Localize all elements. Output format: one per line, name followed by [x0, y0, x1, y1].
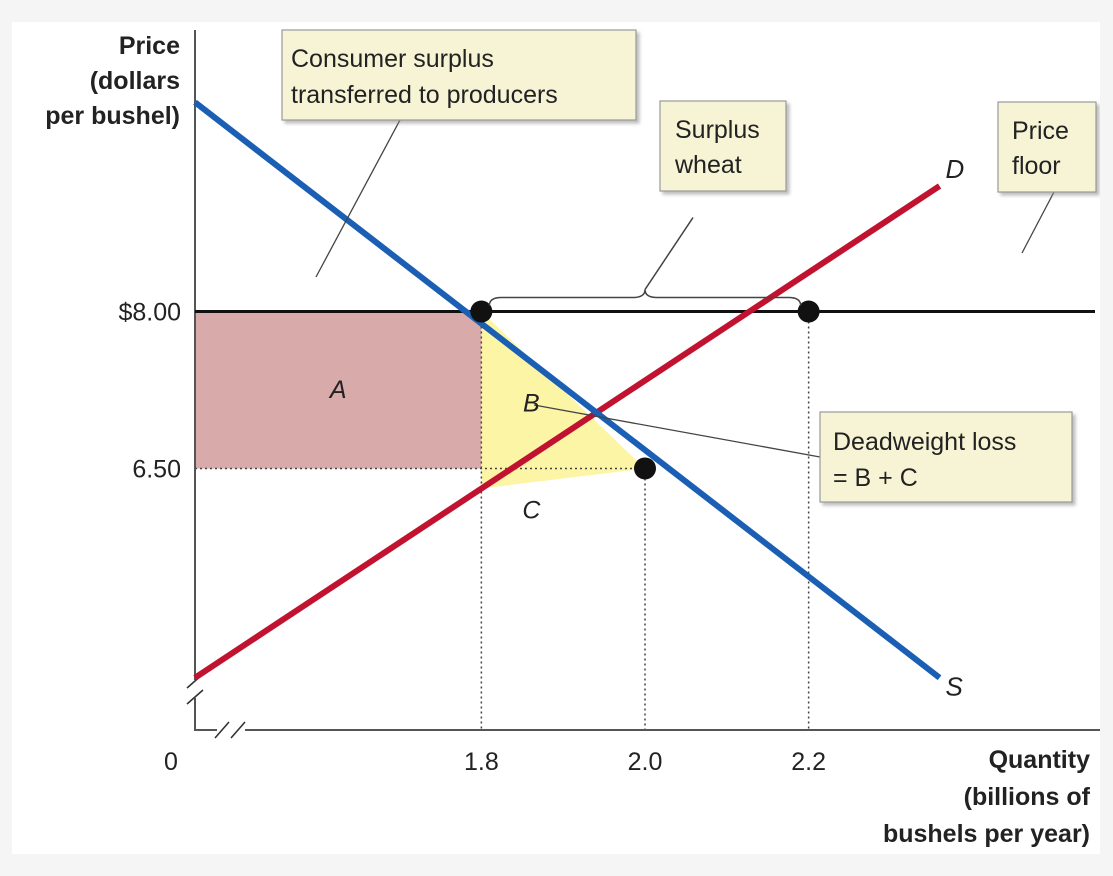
- consumer-surplus-line2: transferred to producers: [291, 81, 558, 109]
- leader-price-floor: [1021, 191, 1055, 254]
- y-tick-label-800: $8.00: [118, 299, 181, 327]
- x-axis-title-line3: bushels per year): [883, 820, 1090, 848]
- demand-curve-label: S: [946, 672, 964, 702]
- region-a-label: A: [328, 376, 347, 404]
- y-tick-label-650: 6.50: [132, 455, 181, 483]
- chart-frame: Consumer surplus transferred to producer…: [12, 22, 1100, 854]
- demand-curve: [193, 99, 942, 681]
- deadweight-loss-line1: Deadweight loss: [833, 428, 1016, 456]
- x-axis-title-line2: (billions of: [964, 783, 1091, 811]
- leader-consumer-surplus: [315, 119, 401, 278]
- price-floor-line1: Price: [1012, 117, 1069, 145]
- x-tick-label-2-0: 2.0: [628, 748, 663, 776]
- price-floor-callout: Price floor: [997, 101, 1097, 193]
- consumer-surplus-callout: Consumer surplus transferred to producer…: [281, 29, 637, 121]
- region-c: [481, 468, 645, 489]
- surplus-wheat-callout: Surplus wheat: [659, 100, 787, 192]
- leader-deadweight-loss: [533, 404, 821, 458]
- y-axis-title-line3: per bushel): [45, 102, 180, 130]
- origin-label: 0: [164, 748, 178, 776]
- x-tick-label-2-2: 2.2: [791, 748, 826, 776]
- region-a: [195, 311, 482, 469]
- surplus-wheat-line1: Surplus: [675, 116, 760, 144]
- point-equilibrium: [634, 457, 656, 480]
- deadweight-loss-line2: = B + C: [833, 464, 918, 492]
- supply-curve-label: D: [946, 154, 965, 184]
- deadweight-loss-callout: Deadweight loss = B + C: [819, 411, 1073, 503]
- region-c-label: C: [522, 496, 541, 524]
- price-floor-chart: Consumer surplus transferred to producer…: [45, 29, 1100, 848]
- x-axis-title-line1: Quantity: [989, 746, 1090, 774]
- point-qs-at-floor: [797, 300, 820, 323]
- surplus-wheat-brace: [488, 217, 802, 306]
- y-axis-title-line2: (dollars: [90, 67, 180, 95]
- supply-curve: [193, 183, 942, 681]
- surplus-wheat-line2: wheat: [674, 151, 742, 179]
- consumer-surplus-line1: Consumer surplus: [291, 45, 494, 73]
- point-qd-at-floor: [470, 300, 493, 323]
- price-floor-line2: floor: [1012, 152, 1061, 180]
- x-tick-label-1-8: 1.8: [464, 748, 499, 776]
- y-axis: [194, 30, 217, 731]
- y-axis-title-line1: Price: [119, 32, 180, 60]
- x-axis-break: [214, 721, 246, 739]
- region-b-label: B: [523, 390, 540, 418]
